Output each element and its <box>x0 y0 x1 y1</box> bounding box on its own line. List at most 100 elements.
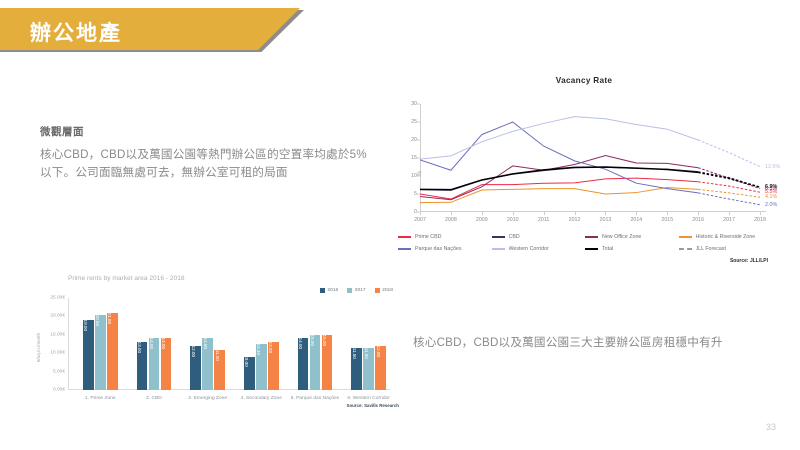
prime-rents-group: €13.00 €14.00 €14.00 2. CBD <box>136 335 172 401</box>
vacancy-y-tickmark <box>417 211 420 213</box>
vacancy-legend-item[interactable]: New Office Zone <box>585 234 679 240</box>
vacancy-line-new-office-zone <box>420 154 699 201</box>
vacancy-legend-label: New Office Zone <box>602 234 642 240</box>
prime-rents-plot-area: €/sq.m./month 0.00€ 5.00€ 10.00€ 15.00€ 20.0… <box>36 296 390 401</box>
vacancy-x-tickmark <box>760 212 761 215</box>
vacancy-x-tick: 2011 <box>537 217 550 223</box>
vacancy-source: Source: JLL/LPI <box>729 258 768 264</box>
prime-rents-y-tick: 20.00€ <box>50 313 65 319</box>
prime-rents-bar[interactable]: €14.00 <box>160 335 172 390</box>
vacancy-y-tickmark <box>417 103 420 105</box>
page-number: 33 <box>765 422 776 432</box>
vacancy-y-tickmark <box>417 175 420 177</box>
vacancy-x-tickmark <box>481 212 483 215</box>
vacancy-x-tick: 2012 <box>568 217 581 223</box>
prime-rents-group: €11.50 €11.50 €12.00 6. Western Corridor <box>347 342 390 401</box>
prime-rents-bar[interactable]: €12.40 <box>256 341 267 390</box>
vacancy-y-axis <box>420 104 421 212</box>
vacancy-x-tick: 2008 <box>445 217 457 223</box>
vacancy-legend-item[interactable]: CBD <box>491 234 586 240</box>
prime-rents-legend-label: 2018 <box>382 288 393 293</box>
vacancy-legend-item[interactable]: JLL Forecast <box>678 246 773 252</box>
vacancy-y-tick: 0 <box>414 209 417 215</box>
prime-rents-y-axis <box>68 298 69 390</box>
prime-rents-bar[interactable]: €12.00 <box>375 342 386 390</box>
vacancy-legend-row: Parque das Nações Western Corridor Total JL… <box>398 246 772 252</box>
vacancy-legend-item[interactable]: Prime CBD <box>398 234 492 240</box>
prime-rents-legend-item[interactable]: 2017 <box>347 288 366 293</box>
vacancy-end-label: 12.6% <box>765 163 781 170</box>
prime-rents-bar[interactable]: €13.00 <box>268 339 279 390</box>
prime-rents-category-label: 4. Secondary Zone <box>240 396 282 401</box>
prime-rents-chart: Prime rents by market area 2016 - 2018 2… <box>28 272 403 422</box>
vacancy-x-tick: 2013 <box>599 217 612 223</box>
vacancy-x-tickmark <box>420 212 421 215</box>
prime-rents-legend-item[interactable]: 2018 <box>374 288 393 293</box>
prime-rents-bar-value: €12.00 <box>375 342 381 357</box>
prime-rents-bar[interactable]: €13.00 <box>136 339 148 390</box>
prime-rents-group: €14.00 €15.00 €15.00 5. Parque das Nações <box>291 331 339 401</box>
vacancy-end-label: 6.9% <box>765 184 778 191</box>
prime-rents-bar[interactable]: €15.00 <box>321 331 333 390</box>
prime-rents-bar[interactable]: €21.00 <box>107 310 118 390</box>
vacancy-y-tickmark <box>417 157 420 159</box>
legend-swatch-icon <box>491 248 505 250</box>
prime-rents-bar[interactable]: €14.00 <box>148 335 160 390</box>
prime-rents-bar[interactable]: €19.00 <box>83 317 94 390</box>
prime-rents-category-label: 2. CBD <box>146 396 162 401</box>
legend-swatch-icon <box>585 236 598 238</box>
prime-rents-bar-value: €13.00 <box>136 339 142 354</box>
vacancy-x-tick: 2018 <box>754 217 766 223</box>
prime-rents-legend-item[interactable]: 2016 <box>319 288 339 293</box>
vacancy-forecast-historic-riverside-zone <box>698 188 761 198</box>
vacancy-forecast-prime-cbd <box>698 181 761 193</box>
vacancy-forecast-new-office-zone <box>698 167 761 190</box>
vacancy-x-tickmark <box>636 212 638 215</box>
vacancy-end-label: 5.5% <box>765 189 778 196</box>
legend-swatch-icon <box>585 248 598 250</box>
vacancy-x-tick: 2010 <box>506 217 519 223</box>
prime-rents-bar-value: €11.50 <box>363 344 369 359</box>
vacancy-legend: Prime CBD CBD New Office Zone Historic & Ri… <box>398 234 772 258</box>
prime-rents-bar-value: €15.00 <box>321 331 327 346</box>
legend-swatch-icon <box>374 288 380 293</box>
vacancy-x-tickmark <box>729 212 731 215</box>
legend-swatch-icon <box>491 236 505 238</box>
vacancy-forecast-parque-das-na-es <box>698 192 761 206</box>
prime-rents-bar[interactable]: €9.00 <box>244 355 255 390</box>
vacancy-rate-chart: Vacancy Rate % 0 5 10 15 20 25 30 2007 2008 2009 2… <box>392 76 780 281</box>
vacancy-legend-item[interactable]: Parque das Nações <box>398 246 492 252</box>
vacancy-legend-label: Western Corridor <box>508 246 549 252</box>
prime-rents-y-tick: 0.00€ <box>52 387 65 393</box>
page-title: 辦公地產 <box>30 22 122 45</box>
prime-rents-title-main: Prime rents by market area <box>68 275 148 282</box>
vacancy-legend-label: CBD <box>508 234 520 240</box>
title-banner: 辦公地產 <box>0 8 310 52</box>
micro-body-text: 核心CBD，CBD以及萬國公園等熱門辦公區的空置率均處於5%以下。公司面臨無處可… <box>40 148 367 179</box>
prime-rents-bar-value: €13.00 <box>268 339 274 354</box>
prime-rents-y-axis-label: €/sq.m./month <box>36 332 41 362</box>
prime-rents-group: €19.00 €20.50 €21.00 1. Prime Zone <box>83 310 118 401</box>
prime-rents-bar[interactable]: €11.50 <box>363 344 374 390</box>
prime-rents-bar-value: €14.00 <box>202 335 208 350</box>
prime-rents-bar[interactable]: €11.00 <box>214 346 225 390</box>
prime-rents-bar[interactable]: €20.50 <box>95 312 106 390</box>
vacancy-legend-item[interactable]: Total <box>585 246 679 252</box>
vacancy-legend-label: Parque das Nações <box>415 246 462 252</box>
prime-rents-bar[interactable]: €12.00 <box>190 343 201 390</box>
prime-rents-subtitle: 2016 - 2018 <box>149 275 185 282</box>
prime-rents-legend-label: 2016 <box>327 288 339 293</box>
prime-rents-bar[interactable]: €14.00 <box>202 335 213 390</box>
vacancy-x-tickmark <box>605 212 607 215</box>
prime-rents-bar[interactable]: €14.00 <box>297 335 309 390</box>
vacancy-y-tick: 5 <box>414 191 417 197</box>
vacancy-chart-title: Vacancy Rate <box>555 76 613 85</box>
prime-rents-bar[interactable]: €11.50 <box>351 345 362 390</box>
vacancy-legend-item[interactable]: Historic & Riverside Zone <box>678 234 773 240</box>
vacancy-line-prime-cbd <box>420 177 699 200</box>
vacancy-series-svg <box>420 116 761 206</box>
vacancy-legend-item[interactable]: Western Corridor <box>491 246 586 252</box>
prime-rents-bar-value: €11.00 <box>214 346 220 361</box>
vacancy-legend-label: Historic & Riverside Zone <box>695 234 756 240</box>
prime-rents-bar[interactable]: €15.00 <box>309 332 321 390</box>
